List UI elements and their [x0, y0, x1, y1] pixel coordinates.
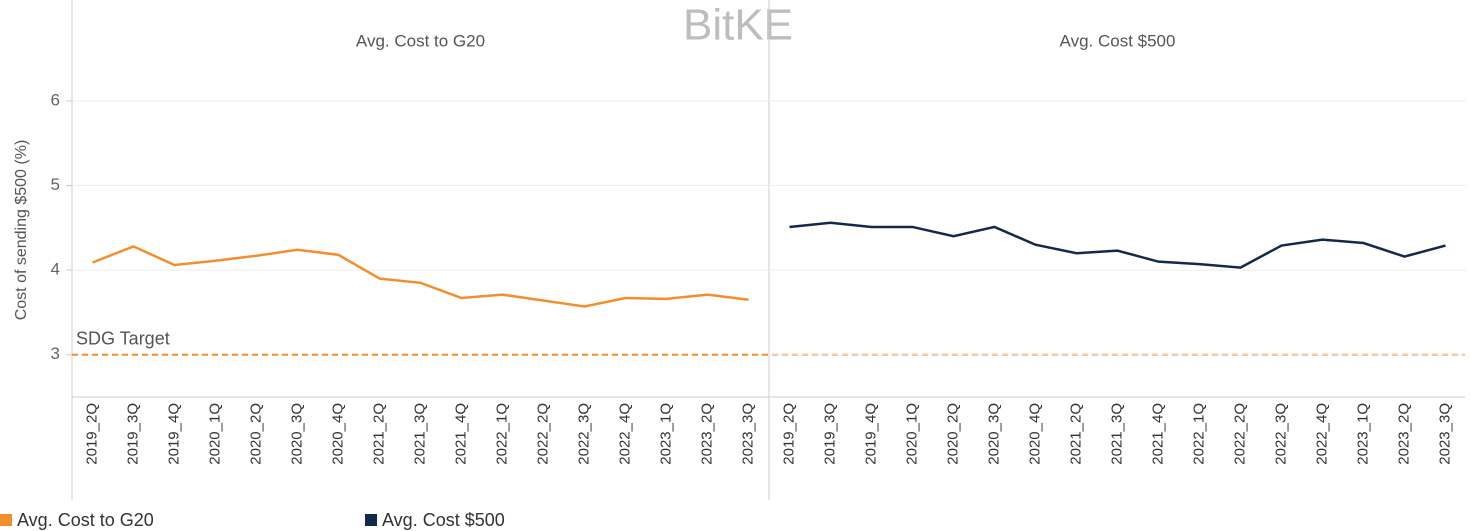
x-tick-label: 2019_2Q: [83, 403, 100, 465]
x-tick-label: 2019_3Q: [124, 403, 141, 465]
data-line: [92, 245, 749, 308]
y-axis-label: Cost of sending $500 (%): [13, 140, 30, 321]
x-tick-label: 2022_1Q: [1190, 403, 1207, 465]
x-tick-label: 2021_2Q: [1067, 403, 1084, 465]
x-tick-label: 2022_1Q: [493, 403, 510, 465]
x-tick-label: 2023_2Q: [698, 403, 715, 465]
y-tick-label: 3: [51, 344, 60, 363]
x-tick-label: 2021_3Q: [1108, 403, 1125, 465]
x-tick-label: 2021_4Q: [1149, 403, 1166, 465]
x-tick-label: 2020_1Q: [903, 403, 920, 465]
y-tick-label: 4: [51, 260, 60, 279]
x-tick-label: 2022_3Q: [575, 403, 592, 465]
watermark: BitKE: [683, 1, 793, 50]
x-tick-label: 2019_2Q: [780, 403, 797, 465]
x-tick-label: 2020_2Q: [247, 403, 264, 465]
legend-label: Avg. Cost $500: [382, 510, 505, 530]
x-tick-label: 2019_3Q: [821, 403, 838, 465]
panel-title: Avg. Cost $500: [1060, 31, 1176, 50]
x-tick-label: 2021_3Q: [411, 403, 428, 465]
x-tick-label: 2023_3Q: [739, 403, 756, 465]
x-tick-label: 2022_4Q: [1313, 403, 1330, 465]
y-tick-label: 6: [51, 90, 60, 109]
panel-title: Avg. Cost to G20: [356, 31, 485, 50]
legend-swatch: [0, 514, 12, 526]
x-tick-label: 2020_3Q: [985, 403, 1002, 465]
reference-label: SDG Target: [76, 328, 170, 348]
x-tick-label: 2021_2Q: [370, 403, 387, 465]
x-tick-label: 2020_1Q: [206, 403, 223, 465]
x-tick-label: 2022_4Q: [616, 403, 633, 465]
x-tick-label: 2020_3Q: [288, 403, 305, 465]
x-tick-label: 2021_4Q: [452, 403, 469, 465]
x-tick-label: 2020_4Q: [329, 403, 346, 465]
data-line: [789, 221, 1446, 269]
x-tick-label: 2019_4Q: [165, 403, 182, 465]
legend-label: Avg. Cost to G20: [17, 510, 154, 530]
x-tick-label: 2020_4Q: [1026, 403, 1043, 465]
x-tick-label: 2022_3Q: [1272, 403, 1289, 465]
x-tick-label: 2019_4Q: [862, 403, 879, 465]
legend-swatch: [365, 514, 377, 526]
x-tick-label: 2023_1Q: [1354, 403, 1371, 465]
x-tick-label: 2023_2Q: [1395, 403, 1412, 465]
x-tick-label: 2022_2Q: [1231, 403, 1248, 465]
x-tick-label: 2023_3Q: [1436, 403, 1453, 465]
x-tick-label: 2023_1Q: [657, 403, 674, 465]
x-tick-label: 2022_2Q: [534, 403, 551, 465]
x-tick-label: 2020_2Q: [944, 403, 961, 465]
y-tick-label: 5: [51, 175, 60, 194]
